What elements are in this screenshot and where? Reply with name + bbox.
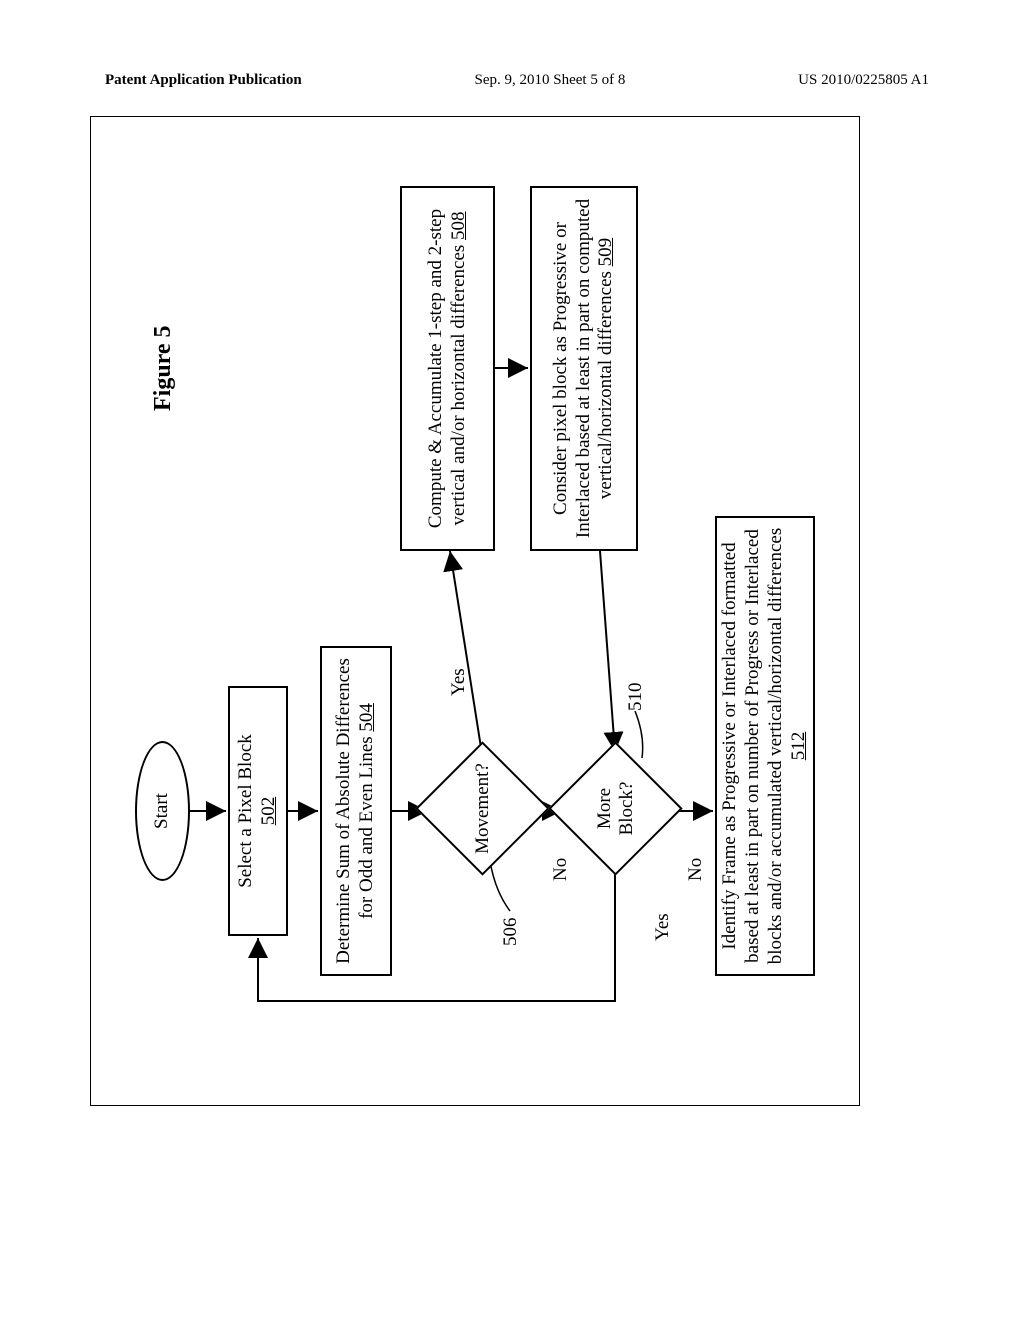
node-start-label: Start (151, 793, 174, 829)
node-502: Select a Pixel Block 502 (228, 686, 288, 936)
node-start: Start (135, 741, 190, 881)
header-center: Sep. 9, 2010 Sheet 5 of 8 (475, 72, 626, 89)
ref-506: 506 (500, 918, 522, 947)
node-509-text: Consider pixel block as Progressive or I… (550, 196, 618, 541)
decision-510: More Block? (568, 761, 663, 856)
figure-title: Figure 5 (150, 325, 177, 411)
page-header: Patent Application Publication Sep. 9, 2… (0, 72, 1024, 89)
node-512-text: Identify Frame as Progressive or Interla… (719, 526, 810, 966)
node-509: Consider pixel block as Progressive or I… (530, 186, 638, 551)
ref-510: 510 (625, 683, 647, 712)
label-no-506: No (550, 858, 572, 881)
decision-506: Movement? (435, 761, 530, 856)
node-504: Determine Sum of Absolute Differences fo… (320, 646, 392, 976)
header-left: Patent Application Publication (105, 72, 302, 89)
label-no-510: No (685, 858, 707, 881)
node-512: Identify Frame as Progressive or Interla… (715, 516, 815, 976)
node-508: Compute & Accumulate 1-step and 2-step v… (400, 186, 495, 551)
node-504-text: Determine Sum of Absolute Differences fo… (333, 656, 379, 966)
flowchart: Figure 5 Start Select a Pixel Block 502 … (90, 116, 860, 1106)
node-508-text: Compute & Accumulate 1-step and 2-step v… (425, 196, 471, 541)
header-right: US 2010/0225805 A1 (798, 72, 929, 89)
label-yes-506: Yes (448, 668, 470, 696)
node-502-text: Select a Pixel Block 502 (235, 734, 281, 888)
label-yes-510: Yes (652, 913, 674, 941)
